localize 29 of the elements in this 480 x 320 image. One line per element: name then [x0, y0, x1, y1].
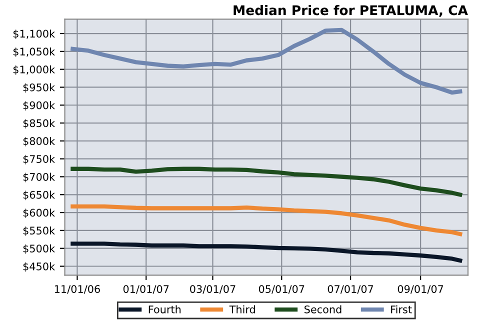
y-tick-label: $900k: [23, 101, 56, 111]
line-series: [70, 242, 462, 263]
x-tick-label: 11/01/06: [54, 285, 100, 294]
y-tick-label: $850k: [23, 119, 56, 129]
x-tick-label: 05/01/07: [258, 285, 304, 294]
legend-label: Third: [229, 305, 255, 314]
y-tick-label: $800k: [23, 136, 56, 146]
line-series: [70, 204, 462, 236]
y-tick-label: $650k: [23, 190, 56, 200]
y-tick-label: $750k: [23, 154, 56, 164]
legend-label: First: [391, 305, 412, 314]
y-tick-label: $500k: [23, 244, 56, 254]
y-tick-label: $1,100k: [13, 30, 56, 40]
chart-title: Median Price for PETALUMA, CA: [234, 5, 468, 17]
y-tick-label: $600k: [23, 208, 56, 218]
y-tick-label: $1,050k: [13, 47, 56, 57]
x-tick-label: 09/01/07: [398, 285, 444, 294]
legend-label: Second: [304, 305, 342, 314]
line-series: [70, 28, 462, 95]
y-tick-label: $1,000k: [13, 65, 56, 75]
line-series: [70, 166, 462, 197]
x-tick-label: 07/01/07: [328, 285, 374, 294]
x-tick-label: 01/01/07: [123, 285, 169, 294]
x-tick-label: 03/01/07: [190, 285, 236, 294]
y-tick-label: $550k: [23, 226, 56, 236]
y-tick-label: $700k: [23, 172, 56, 182]
y-tick-label: $450k: [23, 262, 56, 272]
legend-label: Fourth: [148, 305, 181, 314]
y-tick-label: $950k: [23, 83, 56, 93]
